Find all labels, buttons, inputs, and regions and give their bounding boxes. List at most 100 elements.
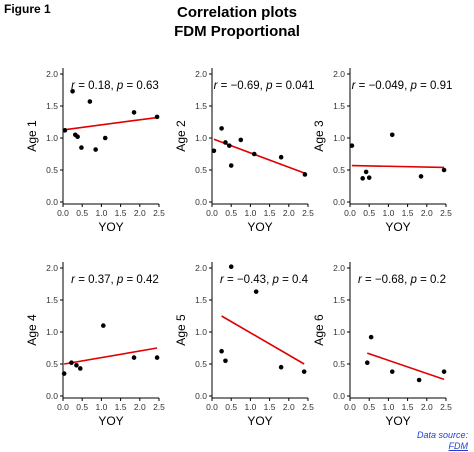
x-tick-label: 2.0 [134, 208, 146, 218]
x-tick-label: 0.5 [363, 402, 375, 412]
x-tick-label: 2.0 [283, 208, 295, 218]
data-point [87, 99, 93, 104]
data-point [368, 334, 374, 340]
x-tick-label: 1.0 [95, 402, 107, 412]
x-axis-title: YOY [385, 220, 410, 234]
data-point [70, 88, 75, 94]
x-axis-title: YOY [247, 220, 272, 234]
data-point [223, 140, 228, 145]
data-point [69, 360, 74, 366]
data-point [154, 114, 160, 120]
data-point [416, 377, 422, 383]
data-point [363, 169, 369, 175]
x-tick-label: 0.5 [225, 208, 237, 218]
y-tick-label: 0.0 [195, 197, 207, 207]
scatter-panel-6: 0.0 0.5 1.0 1.5 2.0 0.0 0.5 1.0 1.5 2.0 2.5 YOY Age … [312, 262, 452, 428]
data-point [219, 348, 224, 354]
x-axis-title: YOY [98, 220, 123, 234]
data-source-link[interactable]: FDM [448, 441, 469, 451]
chart-subtitle: FDM Proportional [174, 23, 300, 40]
scatter-panel-4: 0.0 0.5 1.0 1.5 2.0 0.0 0.5 1.0 1.5 2.0 2.5 YOY Age … [25, 262, 165, 428]
y-tick-label: 2.0 [46, 69, 58, 79]
data-point [251, 151, 257, 157]
x-axis-title: YOY [247, 414, 272, 428]
data-point [131, 355, 137, 360]
y-axis-title: Age 2 [174, 120, 188, 152]
y-tick-label: 0.5 [333, 359, 345, 369]
x-tick-label: 1.5 [264, 208, 276, 218]
y-tick-label: 1.0 [46, 327, 58, 337]
y-tick-label: 0.5 [195, 165, 207, 175]
y-axis-title: Age 6 [312, 314, 326, 346]
scatter-panel-1: 0.0 0.5 1.0 1.5 2.0 0.0 0.5 1.0 1.5 2.0 2.5 YOY Age … [25, 68, 165, 234]
y-tick-label: 1.0 [333, 327, 345, 337]
data-point [418, 174, 424, 179]
y-axis-title: Age 4 [25, 314, 39, 346]
y-tick-label: 2.0 [333, 69, 345, 79]
x-tick-label: 0.5 [76, 208, 88, 218]
x-tick-label: 0.0 [344, 402, 356, 412]
y-tick-label: 1.0 [195, 327, 207, 337]
y-tick-label: 0.5 [333, 165, 345, 175]
y-tick-label: 1.0 [46, 133, 58, 143]
x-tick-label: 1.5 [115, 208, 127, 218]
data-point [93, 147, 98, 152]
y-tick-label: 0.0 [46, 197, 58, 207]
correlation-annotation: r = −0.43, p = 0.4 [220, 274, 309, 286]
x-tick-label: 2.0 [134, 402, 146, 412]
data-point [219, 126, 224, 131]
y-axis-title: Age 1 [25, 120, 39, 152]
x-tick-label: 2.5 [153, 208, 165, 218]
data-point [366, 175, 372, 180]
x-axis-title: YOY [98, 414, 123, 428]
y-axis-title: Age 3 [312, 120, 326, 152]
data-point [441, 369, 447, 374]
x-tick-label: 0.5 [225, 402, 237, 412]
x-tick-label: 2.5 [440, 208, 452, 218]
data-point [228, 264, 234, 270]
x-tick-label: 2.5 [302, 208, 314, 218]
y-tick-label: 2.0 [195, 69, 207, 79]
y-tick-label: 0.0 [333, 391, 345, 401]
y-axis-title: Age 5 [174, 314, 188, 346]
regression-line [64, 116, 158, 131]
x-tick-label: 0.0 [57, 402, 69, 412]
x-tick-label: 1.5 [264, 402, 276, 412]
y-tick-label: 0.5 [46, 359, 58, 369]
x-tick-label: 0.0 [344, 208, 356, 218]
scatter-panel-5: 0.0 0.5 1.0 1.5 2.0 0.0 0.5 1.0 1.5 2.0 2.5 YOY Age … [174, 262, 314, 428]
regression-line [367, 352, 445, 381]
x-tick-label: 2.0 [421, 208, 433, 218]
data-source-label: Data source: [416, 430, 468, 440]
data-point [62, 128, 68, 133]
scatter-panel-3: 0.0 0.5 1.0 1.5 2.0 0.0 0.5 1.0 1.5 2.0 2.5 YOY Age … [312, 68, 452, 234]
data-point [441, 167, 447, 173]
data-point [131, 110, 137, 115]
data-point [75, 134, 80, 140]
y-tick-label: 1.5 [195, 295, 207, 305]
figure-label: Figure 1 [4, 2, 51, 16]
x-tick-label: 2.0 [283, 402, 295, 412]
y-tick-label: 2.0 [333, 263, 345, 273]
correlation-annotation: r = −0.69, p = 0.041 [214, 80, 315, 92]
x-tick-label: 0.5 [76, 402, 88, 412]
x-tick-label: 0.0 [206, 402, 218, 412]
data-point [278, 364, 284, 370]
data-point [389, 369, 395, 374]
x-tick-label: 2.0 [421, 402, 433, 412]
x-tick-label: 2.5 [153, 402, 165, 412]
data-point [360, 176, 365, 181]
x-tick-label: 1.0 [382, 402, 394, 412]
data-point [228, 163, 234, 168]
scatter-panel-2: 0.0 0.5 1.0 1.5 2.0 0.0 0.5 1.0 1.5 2.0 2.5 YOY Age … [174, 68, 314, 234]
correlation-annotation: r = −0.049, p = 0.91 [352, 80, 453, 92]
x-axis-title: YOY [385, 414, 410, 428]
x-tick-label: 1.5 [115, 402, 127, 412]
x-tick-label: 1.0 [244, 208, 256, 218]
data-point [223, 358, 228, 364]
x-tick-label: 1.0 [382, 208, 394, 218]
x-tick-label: 1.0 [244, 402, 256, 412]
regression-line [64, 347, 158, 365]
data-source-note: Data source: FDM [417, 430, 468, 452]
